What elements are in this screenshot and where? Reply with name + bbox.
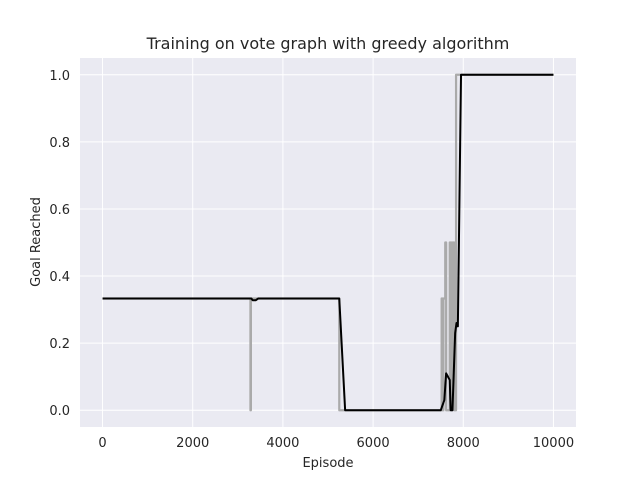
series-layer: [102, 73, 554, 412]
x-tick-label: 4000: [266, 436, 299, 451]
y-tick-label: 0.6: [49, 203, 70, 218]
chart-title: Training on vote graph with greedy algor…: [146, 34, 510, 53]
y-tick-labels: 0.0 0.2 0.4 0.6 0.8 1.0: [49, 69, 70, 419]
x-tick-label: 6000: [357, 436, 390, 451]
x-tick-label: 8000: [447, 436, 480, 451]
x-axis-label: Episode: [302, 456, 353, 471]
y-tick-label: 1.0: [49, 69, 70, 84]
x-tick-label: 0: [98, 436, 106, 451]
x-tick-label: 2000: [176, 436, 209, 451]
x-tick-label: 10000: [533, 436, 574, 451]
y-tick-label: 0.2: [49, 337, 70, 352]
x-gridlines: [102, 58, 554, 427]
y-tick-label: 0.4: [49, 270, 70, 285]
y-axis-label: Goal Reached: [29, 197, 44, 287]
y-tick-label: 0.0: [49, 404, 70, 419]
plot-area: [80, 58, 576, 427]
y-tick-label: 0.8: [49, 136, 70, 151]
smoothed-series-line: [102, 73, 554, 412]
x-tick-labels: 0 2000 4000 6000 8000 10000: [98, 436, 574, 451]
